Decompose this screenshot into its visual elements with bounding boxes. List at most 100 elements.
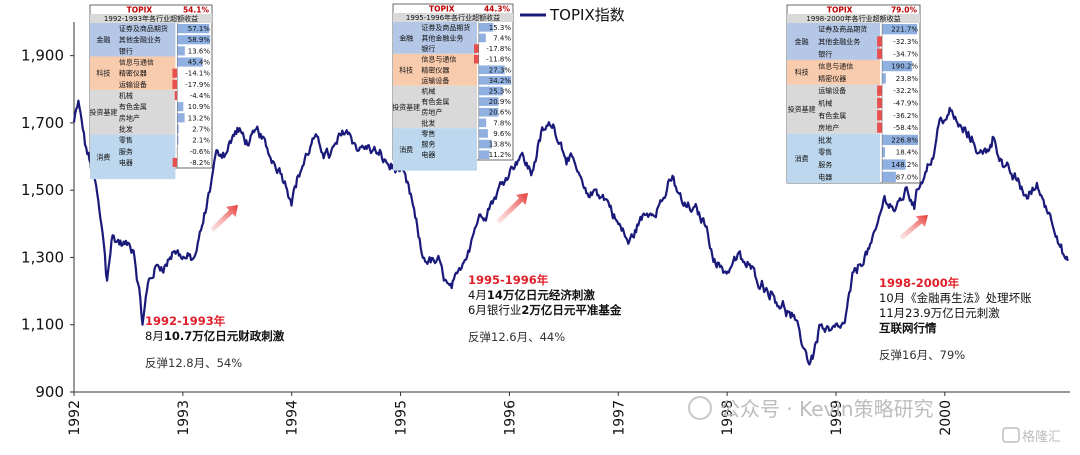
watermark-text: 公众号 · Kevin策略研究: [720, 397, 934, 421]
annotation-title: 1992-1993年: [145, 314, 226, 328]
table-row-value: -32.3%: [893, 38, 918, 46]
table-group-label: 消费: [96, 152, 110, 161]
annotation-segment: 6月银行业: [468, 303, 521, 317]
table-row-name: 零售: [421, 129, 435, 138]
annotation-segment: 11月23.9万亿日元刺激: [879, 306, 1000, 320]
table-value-bar: [177, 46, 185, 55]
annotation-line: 8月10.7万亿日元财政刺激: [145, 329, 285, 343]
table-group-label: 投资基建: [788, 105, 816, 114]
table-subtitle: 1998-2000年各行业超额收益: [806, 14, 900, 23]
annotation-title: 1998-2000年: [879, 276, 960, 290]
table-row-name: 机械: [119, 91, 133, 100]
legend-label: TOPIX指数: [549, 6, 625, 24]
table-row-name: 运输设备: [818, 86, 846, 95]
table-row-name: 房地产: [421, 108, 442, 117]
table-row-value: 13.2%: [188, 114, 211, 122]
table-row-value: 34.2%: [489, 77, 512, 85]
table-group-label: 金融: [795, 37, 809, 46]
table-row-name: 证券及商品期货: [818, 25, 867, 34]
table-row-value: 190.2%: [891, 63, 918, 71]
table-row-name: 其他金融业务: [421, 33, 463, 42]
table-row-value: -58.4%: [893, 124, 918, 132]
table-row-value: 25.3%: [489, 88, 512, 96]
table-value-bar: [177, 102, 183, 111]
table-row-value: 15.3%: [489, 24, 512, 32]
table-row-name: 有色金属: [421, 97, 449, 106]
table-row-value: 45.4%: [188, 59, 211, 67]
table-subtitle: 1995-1996年各行业超额收益: [406, 13, 500, 22]
annotation-segment: 10.7万亿日元财政刺激: [164, 329, 285, 343]
table-row-value: -11.8%: [486, 56, 511, 64]
table-index-label: TOPIX: [827, 6, 853, 15]
table-row-value: -14.1%: [185, 70, 210, 78]
table-row-name: 精密仪器: [421, 65, 449, 74]
table-value-bar: [474, 44, 479, 53]
legend: TOPIX指数: [520, 6, 625, 24]
table-value-bar: [479, 119, 486, 128]
table-row-name: 有色金属: [818, 111, 846, 120]
table-group-label: 投资基建: [89, 108, 117, 117]
table-row-name: 电器: [119, 158, 133, 167]
table-row-name: 信息与通信: [818, 62, 853, 71]
table-value-bar: [173, 158, 178, 167]
table-value-bar: [882, 172, 896, 182]
table-row-name: 电器: [421, 150, 435, 159]
table-group-label: 科技: [399, 65, 413, 74]
y-tick-label: 1,100: [21, 316, 64, 334]
table-row-value: -17.9%: [185, 81, 210, 89]
table-row-value: 9.6%: [493, 130, 511, 138]
annotation-segment: 14万亿日元经济刺激: [487, 288, 596, 302]
table-row-value: -4.4%: [190, 92, 211, 100]
table-row-value: 2.1%: [192, 137, 210, 145]
table-row-name: 服务: [119, 147, 133, 156]
annotation-rebound: 反弹16月、79%: [879, 348, 965, 362]
table-row-value: 148.2%: [891, 161, 918, 169]
annotation-line: 4月14万亿日元经济刺激: [468, 288, 595, 302]
table-value-bar: [172, 80, 177, 89]
table-row-name: 零售: [818, 148, 832, 157]
table-row-name: 运输设备: [421, 76, 449, 85]
table-value-bar: [172, 69, 177, 78]
table-value-bar: [877, 110, 882, 120]
annotation-title: 1995-1996年: [468, 273, 549, 287]
table-value-bar: [877, 49, 882, 59]
x-tick-label: 1993: [176, 400, 192, 436]
table-group-label: 消费: [795, 154, 809, 163]
table-row-value: 57.1%: [188, 25, 211, 33]
y-tick-label: 1,700: [21, 114, 64, 132]
table-row-value: 13.6%: [188, 47, 211, 55]
table-group-label: 科技: [795, 68, 809, 77]
table-row-value: 7.8%: [493, 119, 511, 127]
table-row-name: 银行: [421, 44, 435, 53]
table-row-value: 13.8%: [489, 141, 512, 149]
table-row-name: 批发: [119, 124, 133, 133]
table-value-bar: [175, 91, 177, 100]
table-value-bar: [479, 129, 488, 138]
table-row-value: 226.8%: [891, 136, 918, 144]
annotation-rebound: 反弹12.6月、44%: [468, 330, 565, 344]
table-group-label: 消费: [399, 145, 413, 154]
annotation-line: 互联网行情: [879, 321, 937, 335]
table-row-name: 服务: [421, 140, 435, 149]
annotation-a2: 1995-1996年4月14万亿日元经济刺激6月银行业2万亿日元平准基金反弹12…: [468, 273, 622, 344]
rebound-arrow: [496, 193, 528, 224]
y-tick-label: 1,300: [21, 248, 64, 266]
table-group-label: 投资基建: [392, 102, 420, 111]
annotation-segment: 8月: [145, 329, 164, 343]
table-row-name: 其他金融业务: [119, 35, 161, 44]
table-row-value: 20.6%: [489, 109, 512, 117]
table-subtitle: 1992-1993年各行业超额收益: [104, 14, 198, 23]
table-row-name: 银行: [119, 46, 133, 55]
table-index-return: 54.1%: [183, 6, 210, 15]
table-index-return: 79.0%: [891, 6, 918, 15]
table-row-name: 零售: [119, 136, 133, 145]
table-row-value: 27.3%: [489, 66, 512, 74]
rebound-arrow: [210, 205, 238, 232]
